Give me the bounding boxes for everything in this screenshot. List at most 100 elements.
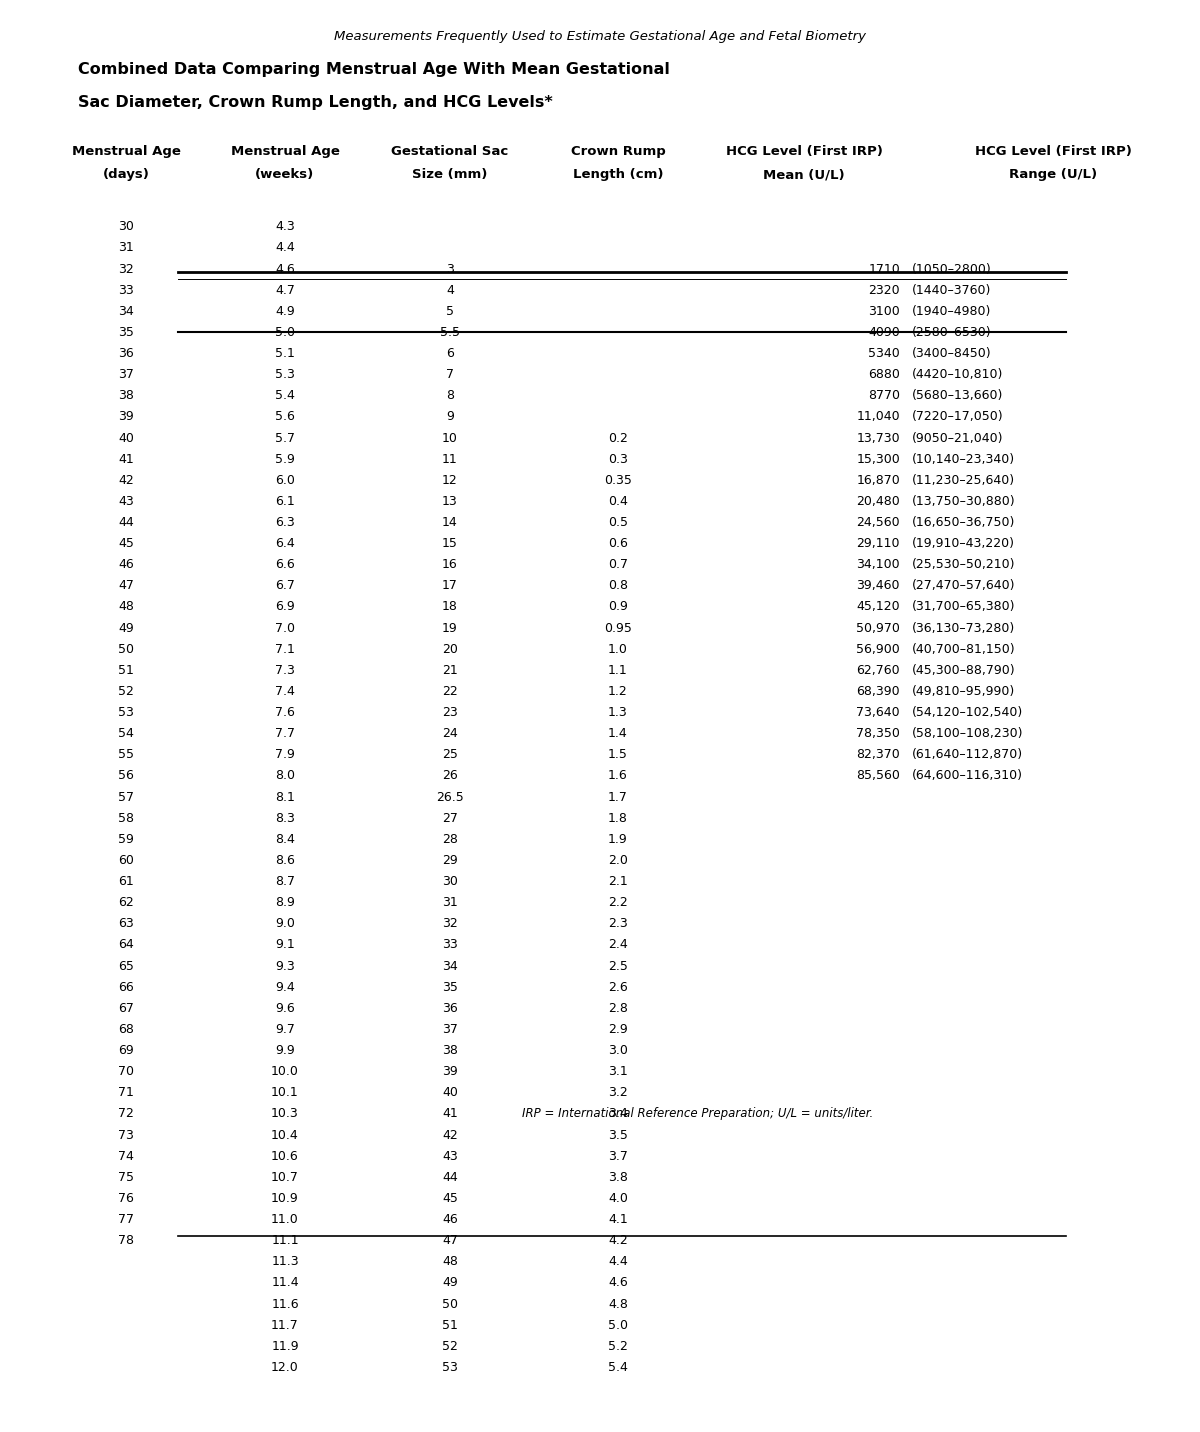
Text: 4.6: 4.6 xyxy=(608,1276,628,1289)
Text: 5.7: 5.7 xyxy=(275,431,295,444)
Text: (10,140–23,340): (10,140–23,340) xyxy=(912,453,1015,465)
Text: 3.0: 3.0 xyxy=(608,1044,628,1057)
Text: 2.1: 2.1 xyxy=(608,875,628,888)
Text: 53: 53 xyxy=(118,706,134,719)
Text: 5.1: 5.1 xyxy=(275,347,295,359)
Text: 17: 17 xyxy=(442,580,458,593)
Text: 43: 43 xyxy=(118,495,134,508)
Text: 11.6: 11.6 xyxy=(271,1297,299,1310)
Text: (40,700–81,150): (40,700–81,150) xyxy=(912,643,1015,656)
Text: 9.0: 9.0 xyxy=(275,918,295,931)
Text: 11.9: 11.9 xyxy=(271,1340,299,1353)
Text: 0.6: 0.6 xyxy=(608,537,628,550)
Text: 8.1: 8.1 xyxy=(275,790,295,803)
Text: 1.4: 1.4 xyxy=(608,727,628,740)
Text: 11: 11 xyxy=(442,453,458,465)
Text: 24,560: 24,560 xyxy=(857,516,900,528)
Text: Mean (U/L): Mean (U/L) xyxy=(763,168,845,182)
Text: 49: 49 xyxy=(118,621,134,634)
Text: 52: 52 xyxy=(118,684,134,697)
Text: 1.3: 1.3 xyxy=(608,706,628,719)
Text: 9.7: 9.7 xyxy=(275,1022,295,1035)
Text: 2.6: 2.6 xyxy=(608,981,628,994)
Text: 2.0: 2.0 xyxy=(608,853,628,866)
Text: 14: 14 xyxy=(442,516,458,528)
Text: 11.1: 11.1 xyxy=(271,1234,299,1247)
Text: 63: 63 xyxy=(118,918,134,931)
Text: (31,700–65,380): (31,700–65,380) xyxy=(912,600,1015,613)
Text: 7.0: 7.0 xyxy=(275,621,295,634)
Text: 1.5: 1.5 xyxy=(608,749,628,762)
Text: 1.6: 1.6 xyxy=(608,769,628,782)
Text: 30: 30 xyxy=(442,875,458,888)
Text: 7.6: 7.6 xyxy=(275,706,295,719)
Text: (weeks): (weeks) xyxy=(256,168,314,182)
Text: 48: 48 xyxy=(442,1256,458,1269)
Text: 11.4: 11.4 xyxy=(271,1276,299,1289)
Text: 42: 42 xyxy=(442,1128,458,1141)
Text: (11,230–25,640): (11,230–25,640) xyxy=(912,474,1015,487)
Text: Size (mm): Size (mm) xyxy=(413,168,487,182)
Text: 11.0: 11.0 xyxy=(271,1213,299,1226)
Text: (61,640–112,870): (61,640–112,870) xyxy=(912,749,1024,762)
Text: 0.3: 0.3 xyxy=(608,453,628,465)
Text: 2.3: 2.3 xyxy=(608,918,628,931)
Text: 5.2: 5.2 xyxy=(608,1340,628,1353)
Text: 73: 73 xyxy=(118,1128,134,1141)
Text: 70: 70 xyxy=(118,1065,134,1078)
Text: 10: 10 xyxy=(442,431,458,444)
Text: 51: 51 xyxy=(118,664,134,677)
Text: 8.9: 8.9 xyxy=(275,896,295,909)
Text: 9.4: 9.4 xyxy=(275,981,295,994)
Text: 39: 39 xyxy=(442,1065,458,1078)
Text: 0.9: 0.9 xyxy=(608,600,628,613)
Text: 13,730: 13,730 xyxy=(857,431,900,444)
Text: 6880: 6880 xyxy=(868,368,900,381)
Text: (5680–13,660): (5680–13,660) xyxy=(912,390,1003,402)
Text: 8.3: 8.3 xyxy=(275,812,295,825)
Text: 32: 32 xyxy=(118,262,134,275)
Text: 74: 74 xyxy=(118,1150,134,1163)
Text: 56: 56 xyxy=(118,769,134,782)
Text: 38: 38 xyxy=(118,390,134,402)
Text: 11.3: 11.3 xyxy=(271,1256,299,1269)
Text: 5340: 5340 xyxy=(869,347,900,359)
Text: 34,100: 34,100 xyxy=(857,558,900,571)
Text: Measurements Frequently Used to Estimate Gestational Age and Fetal Biometry: Measurements Frequently Used to Estimate… xyxy=(334,30,866,43)
Text: 2.9: 2.9 xyxy=(608,1022,628,1035)
Text: 6.3: 6.3 xyxy=(275,516,295,528)
Text: 4.1: 4.1 xyxy=(608,1213,628,1226)
Text: Length (cm): Length (cm) xyxy=(572,168,664,182)
Text: 41: 41 xyxy=(442,1107,458,1120)
Text: 58: 58 xyxy=(118,812,134,825)
Text: 38: 38 xyxy=(442,1044,458,1057)
Text: 2.2: 2.2 xyxy=(608,896,628,909)
Text: (58,100–108,230): (58,100–108,230) xyxy=(912,727,1024,740)
Text: 3.8: 3.8 xyxy=(608,1171,628,1184)
Text: 45: 45 xyxy=(442,1191,458,1204)
Text: 5.4: 5.4 xyxy=(275,390,295,402)
Text: 35: 35 xyxy=(118,326,134,339)
Text: (64,600–116,310): (64,600–116,310) xyxy=(912,769,1022,782)
Text: 82,370: 82,370 xyxy=(857,749,900,762)
Text: 7.3: 7.3 xyxy=(275,664,295,677)
Text: 40: 40 xyxy=(118,431,134,444)
Text: 0.4: 0.4 xyxy=(608,495,628,508)
Text: 7: 7 xyxy=(446,368,454,381)
Text: 1710: 1710 xyxy=(869,262,900,275)
Text: 60: 60 xyxy=(118,853,134,866)
Text: (36,130–73,280): (36,130–73,280) xyxy=(912,621,1015,634)
Text: 3.4: 3.4 xyxy=(608,1107,628,1120)
Text: 33: 33 xyxy=(118,284,134,296)
Text: 34: 34 xyxy=(442,959,458,972)
Text: 69: 69 xyxy=(118,1044,134,1057)
Text: Gestational Sac: Gestational Sac xyxy=(391,145,509,159)
Text: 64: 64 xyxy=(118,938,134,951)
Text: 75: 75 xyxy=(118,1171,134,1184)
Text: 20: 20 xyxy=(442,643,458,656)
Text: 2.4: 2.4 xyxy=(608,938,628,951)
Text: (days): (days) xyxy=(102,168,150,182)
Text: 57: 57 xyxy=(118,790,134,803)
Text: 8.0: 8.0 xyxy=(275,769,295,782)
Text: 12.0: 12.0 xyxy=(271,1360,299,1373)
